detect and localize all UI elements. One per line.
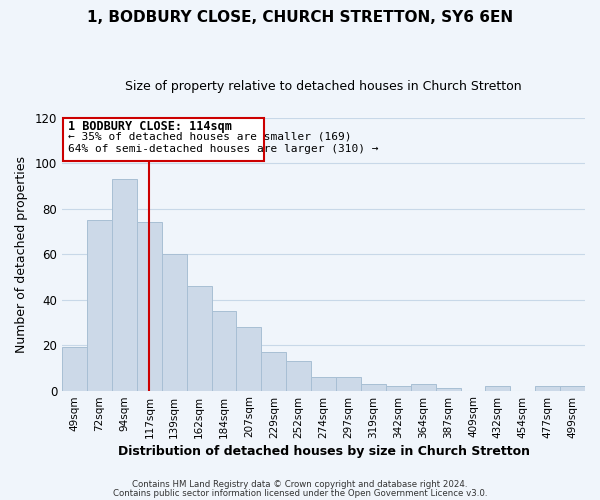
Y-axis label: Number of detached properties: Number of detached properties bbox=[15, 156, 28, 352]
Bar bbox=[137, 222, 162, 390]
Text: 1 BODBURY CLOSE: 114sqm: 1 BODBURY CLOSE: 114sqm bbox=[68, 120, 232, 133]
Text: ← 35% of detached houses are smaller (169): ← 35% of detached houses are smaller (16… bbox=[68, 132, 352, 141]
Bar bbox=[187, 286, 212, 391]
Bar bbox=[336, 377, 361, 390]
X-axis label: Distribution of detached houses by size in Church Stretton: Distribution of detached houses by size … bbox=[118, 444, 530, 458]
Bar bbox=[411, 384, 436, 390]
Text: Contains public sector information licensed under the Open Government Licence v3: Contains public sector information licen… bbox=[113, 488, 487, 498]
Text: 1, BODBURY CLOSE, CHURCH STRETTON, SY6 6EN: 1, BODBURY CLOSE, CHURCH STRETTON, SY6 6… bbox=[87, 10, 513, 25]
Bar bbox=[162, 254, 187, 390]
Bar bbox=[535, 386, 560, 390]
Title: Size of property relative to detached houses in Church Stretton: Size of property relative to detached ho… bbox=[125, 80, 522, 93]
FancyBboxPatch shape bbox=[64, 118, 264, 161]
Bar bbox=[62, 348, 87, 391]
Bar bbox=[112, 179, 137, 390]
Bar bbox=[236, 327, 262, 390]
Bar bbox=[485, 386, 511, 390]
Text: Contains HM Land Registry data © Crown copyright and database right 2024.: Contains HM Land Registry data © Crown c… bbox=[132, 480, 468, 489]
Bar bbox=[361, 384, 386, 390]
Bar bbox=[560, 386, 585, 390]
Bar bbox=[212, 311, 236, 390]
Bar bbox=[311, 377, 336, 390]
Bar bbox=[436, 388, 461, 390]
Bar bbox=[286, 361, 311, 390]
Text: 64% of semi-detached houses are larger (310) →: 64% of semi-detached houses are larger (… bbox=[68, 144, 379, 154]
Bar bbox=[386, 386, 411, 390]
Bar bbox=[262, 352, 286, 391]
Bar bbox=[87, 220, 112, 390]
